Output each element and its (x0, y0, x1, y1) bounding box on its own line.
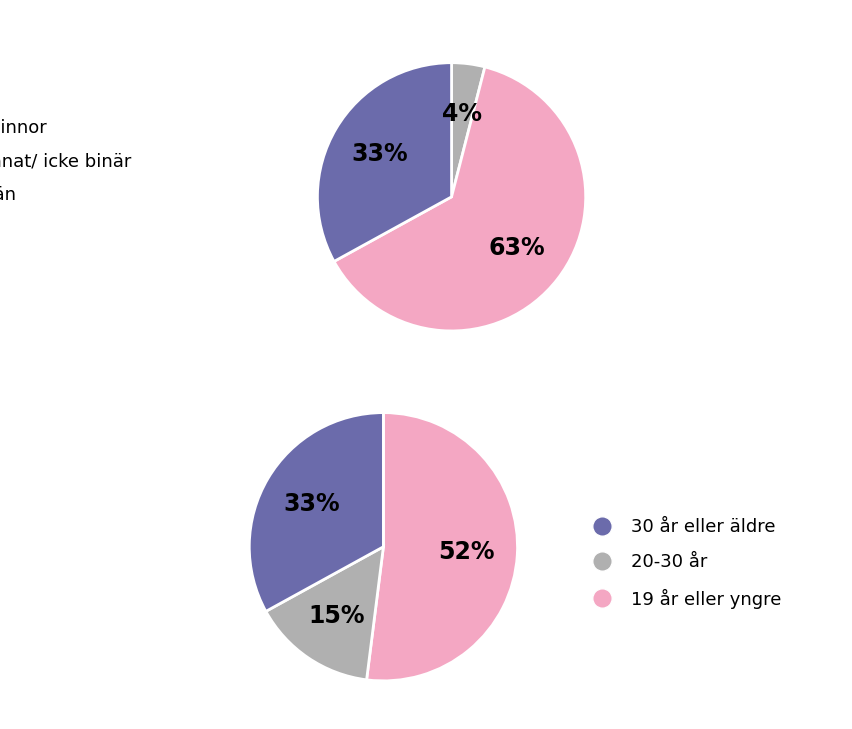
Text: 52%: 52% (438, 540, 495, 564)
Wedge shape (266, 547, 383, 680)
Text: 33%: 33% (284, 492, 340, 516)
Wedge shape (318, 63, 452, 262)
Wedge shape (250, 413, 383, 612)
Wedge shape (366, 413, 517, 681)
Text: 15%: 15% (308, 604, 365, 628)
Text: 63%: 63% (489, 235, 545, 260)
Text: 33%: 33% (352, 142, 408, 166)
Text: 4%: 4% (442, 102, 482, 126)
Wedge shape (334, 67, 585, 331)
Legend: 30 år eller äldre, 20-30 år, 19 år eller yngre: 30 år eller äldre, 20-30 år, 19 år eller… (577, 511, 789, 616)
Legend: Kvinnor, Annat/ icke binär, Män: Kvinnor, Annat/ icke binär, Män (0, 112, 139, 211)
Wedge shape (452, 63, 485, 197)
